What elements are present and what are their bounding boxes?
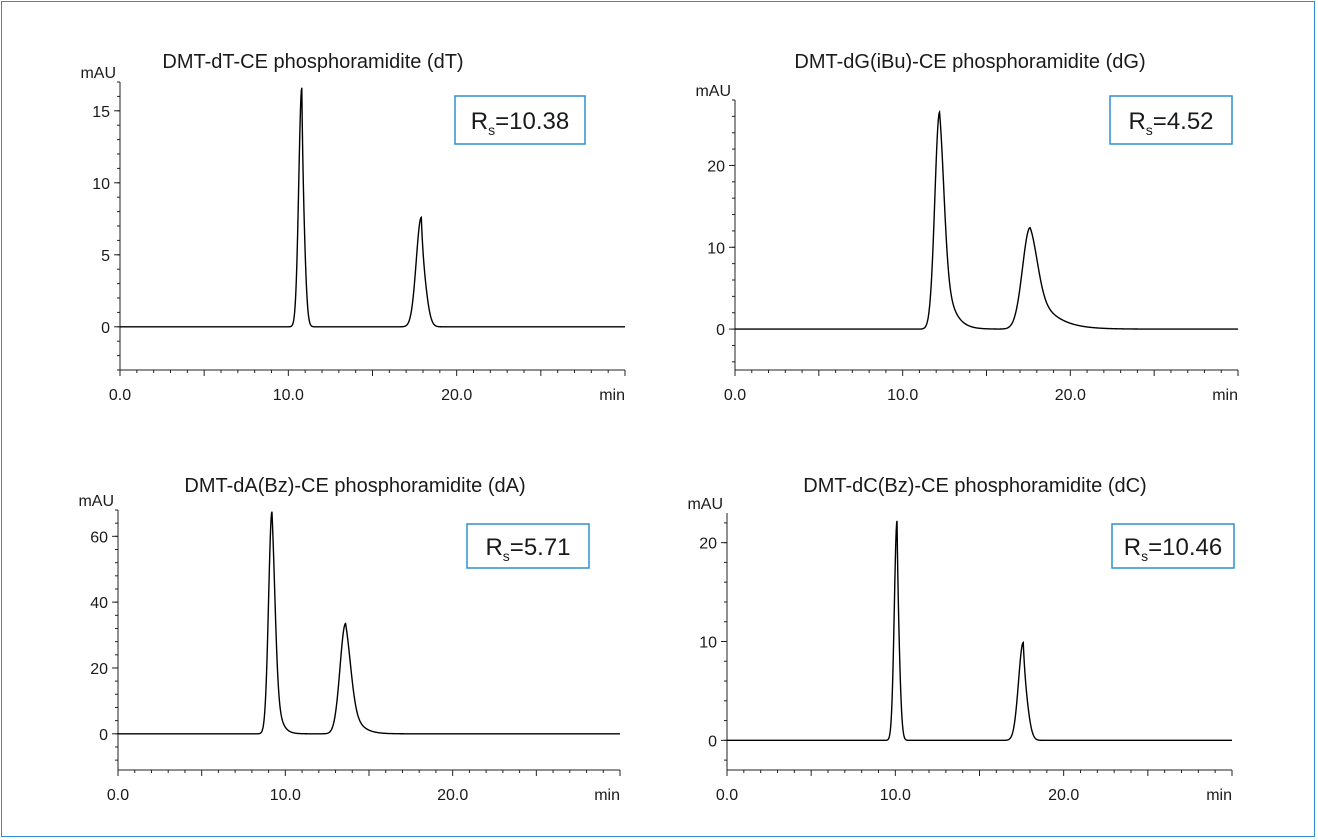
chromatogram-trace xyxy=(120,87,625,328)
x-tick-label: 10.0 xyxy=(880,787,911,804)
x-tick-label: 0.0 xyxy=(109,387,131,404)
y-tick-label: 0 xyxy=(101,320,110,337)
chart-title: DMT-dT-CE phosphoramidite (dT) xyxy=(162,51,463,73)
x-tick-label: 10.0 xyxy=(273,387,304,404)
resolution-box xyxy=(1109,95,1233,145)
y-tick-label: 20 xyxy=(707,158,725,175)
resolution-subscript: s xyxy=(1146,122,1153,138)
chromatogram-trace xyxy=(118,511,620,735)
resolution-symbol: R xyxy=(1128,108,1145,135)
chromatogram-panel-1: DMT-dT-CE phosphoramidite (dT) 0 5 10 15 mAU 0… xyxy=(80,51,626,404)
y-tick-label: 10 xyxy=(699,635,717,652)
chromatogram-panel-2: DMT-dG(iBu)-CE phosphoramidite (dG) 0 10 20… xyxy=(695,51,1239,404)
x-tick-label: 20.0 xyxy=(441,387,472,404)
x-tick-label: 10.0 xyxy=(887,387,918,404)
resolution-symbol: R xyxy=(485,534,502,561)
resolution-label: Rs=5.71 xyxy=(485,534,570,564)
x-axis-unit: min xyxy=(594,787,620,804)
y-axis-unit: mAU xyxy=(695,83,731,100)
x-tick-label: 20.0 xyxy=(1048,787,1079,804)
resolution-value: =4.52 xyxy=(1153,108,1214,135)
x-tick-label: 0.0 xyxy=(716,787,738,804)
x-axis-unit: min xyxy=(1212,387,1238,404)
x-tick-label: 10.0 xyxy=(270,787,301,804)
y-tick-label: 20 xyxy=(90,661,108,678)
x-tick-label: 0.0 xyxy=(724,387,746,404)
resolution-subscript: s xyxy=(1141,548,1148,564)
y-tick-label: 5 xyxy=(101,248,110,265)
chromatogram-trace xyxy=(727,520,1232,742)
chromatogram-panel-4: DMT-dC(Bz)-CE phosphoramidite (dC) 0 10 20 m… xyxy=(687,475,1235,804)
y-tick-label: 60 xyxy=(90,529,108,546)
y-axis-unit: mAU xyxy=(80,65,116,82)
y-tick-label: 0 xyxy=(716,322,725,339)
resolution-symbol: R xyxy=(1124,534,1141,561)
y-tick-label: 0 xyxy=(99,727,108,744)
x-tick-label: 20.0 xyxy=(1055,387,1086,404)
y-axis-unit: mAU xyxy=(687,496,723,513)
chromatogram-trace xyxy=(735,109,1238,330)
resolution-box xyxy=(454,95,586,145)
resolution-label: Rs=4.52 xyxy=(1128,108,1213,138)
resolution-subscript: s xyxy=(503,548,510,564)
x-axis-unit: min xyxy=(1206,787,1232,804)
y-tick-label: 20 xyxy=(699,536,717,553)
resolution-subscript: s xyxy=(488,122,495,138)
x-tick-label: 20.0 xyxy=(437,787,468,804)
chart-title: DMT-dG(iBu)-CE phosphoramidite (dG) xyxy=(794,51,1145,73)
resolution-label: Rs=10.38 xyxy=(471,108,569,138)
y-tick-label: 10 xyxy=(707,240,725,257)
x-axis-unit: min xyxy=(599,387,625,404)
resolution-label: Rs=10.46 xyxy=(1124,534,1222,564)
chart-title: DMT-dC(Bz)-CE phosphoramidite (dC) xyxy=(803,475,1146,497)
chromatogram-panel-3: DMT-dA(Bz)-CE phosphoramidite (dA) 0 20 40 6… xyxy=(78,475,621,804)
resolution-value: =5.71 xyxy=(510,534,571,561)
resolution-value: =10.38 xyxy=(495,108,569,135)
resolution-box xyxy=(1111,523,1235,569)
chart-title: DMT-dA(Bz)-CE phosphoramidite (dA) xyxy=(184,475,525,497)
y-tick-label: 0 xyxy=(708,733,717,750)
y-tick-label: 15 xyxy=(92,104,110,121)
y-tick-label: 10 xyxy=(92,176,110,193)
resolution-box xyxy=(466,523,590,569)
y-tick-label: 40 xyxy=(90,595,108,612)
x-tick-label: 0.0 xyxy=(107,787,129,804)
y-axis-unit: mAU xyxy=(78,493,114,510)
resolution-symbol: R xyxy=(471,108,488,135)
resolution-value: =10.46 xyxy=(1148,534,1222,561)
